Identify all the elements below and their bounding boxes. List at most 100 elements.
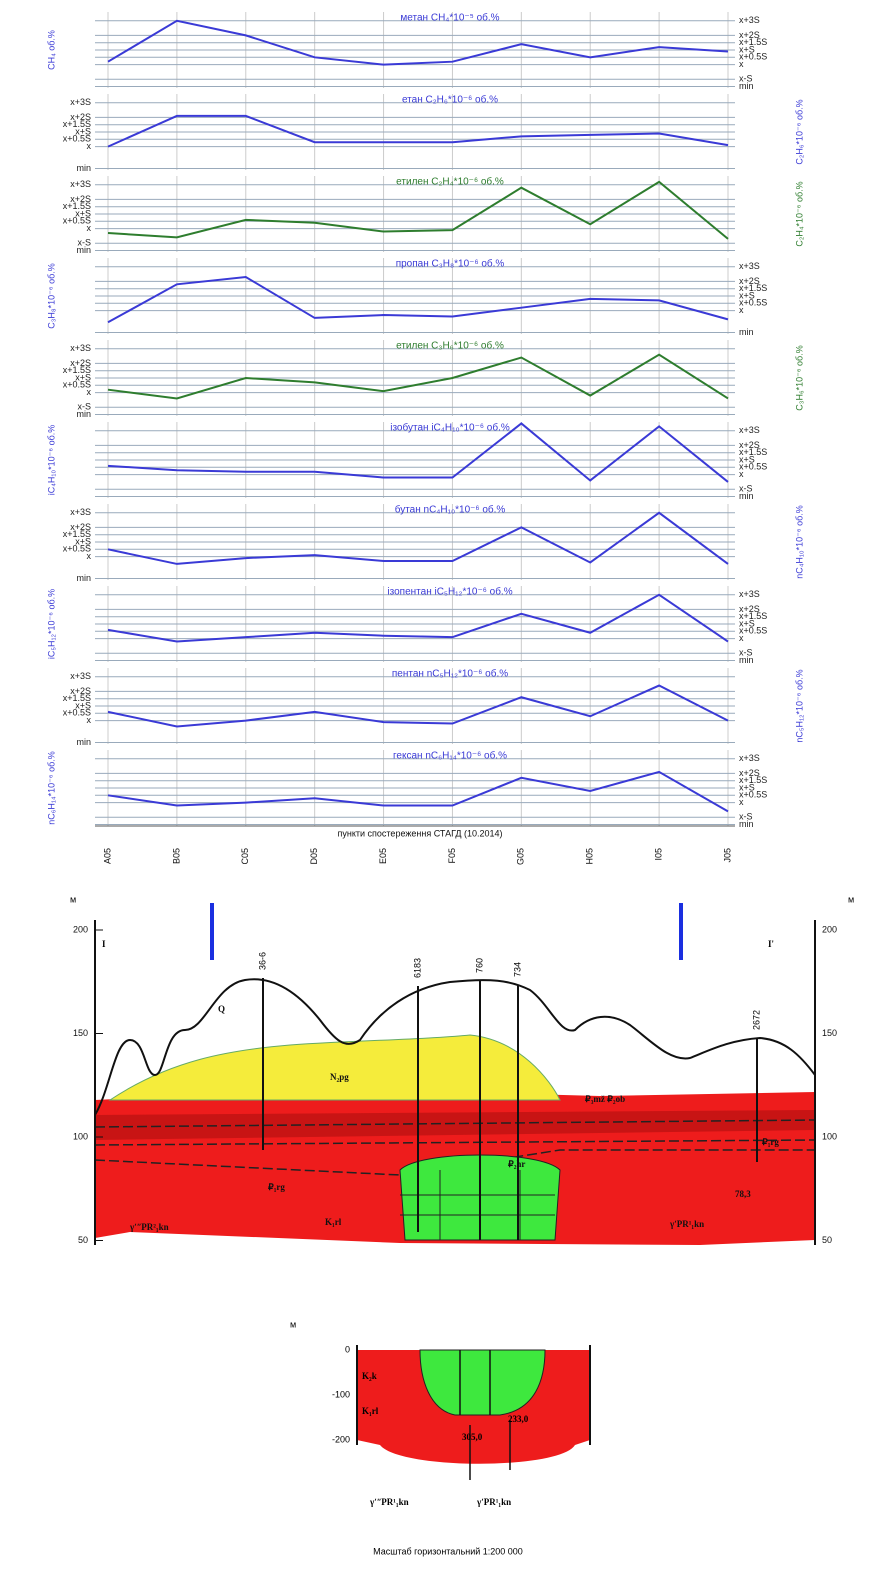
well-label: 734 [512, 962, 522, 977]
section-tick: 50 [822, 1235, 832, 1245]
borehole [262, 978, 758, 1240]
y-tick-label: x+3S [739, 15, 760, 25]
well-label: 36-6 [257, 952, 267, 970]
y-tick-label: x+S [739, 290, 755, 300]
y-tick-label: x+1.5S [63, 693, 91, 703]
y-axis-label: C₃H₆*10⁻⁶ об.% [794, 345, 804, 410]
trough-hatch [400, 1165, 555, 1240]
unit-label: 78,3 [735, 1189, 751, 1199]
unit-label: γʹʺPR²₁kn [129, 1222, 169, 1232]
y-tick-label: x+1.5S [739, 611, 767, 621]
section-end: I' [768, 939, 774, 949]
y-axis-label: nC₅H₁₂*10⁻⁶ об.% [794, 669, 804, 742]
y-tick-label: x+S [739, 782, 755, 792]
y-tick-label: x [739, 633, 744, 643]
inset-section [356, 1345, 591, 1480]
y-tick-label: x-S [739, 484, 753, 494]
x-tick-label: B05 [171, 848, 181, 864]
y-tick-label: x [87, 551, 92, 561]
panel-title: ізопентан iC₅H₁₂*10⁻⁶ об.% [387, 586, 512, 598]
x-tick-label: E05 [378, 848, 388, 864]
y-axis-label: iC₄H₁₀*10⁻⁶ об.% [46, 425, 56, 496]
y-tick-label: min [76, 737, 91, 747]
x-tick-label: A05 [102, 848, 112, 864]
y-tick-label: x+S [75, 208, 91, 218]
y-tick-label: x+3S [739, 425, 760, 435]
y-tick-label: x [739, 469, 744, 479]
y-tick-label: x [739, 305, 744, 315]
y-tick-label: x+1.5S [739, 37, 767, 47]
y-tick-label: x+2S [70, 194, 91, 204]
y-tick-label: x+0.5S [739, 52, 767, 62]
y-tick-label: x+0.5S [63, 380, 91, 390]
y-tick-label: x+0.5S [63, 544, 91, 554]
y-tick-label: x+2S [739, 604, 760, 614]
y-axis-label: C₃H₈*10⁻⁶ об.% [46, 263, 56, 329]
y-axis-label: C₂H₄*10⁻⁶ об.% [794, 181, 804, 246]
panel-title: етан C₂H₆*10⁻⁶ об.% [402, 94, 498, 106]
section-tick: 200 [73, 924, 88, 934]
y-tick-label: x+1.5S [63, 529, 91, 539]
y-tick-label: x+S [75, 126, 91, 136]
y-tick-label: min [76, 409, 91, 419]
panel-title: бутан nC₄H₁₀*10⁻⁶ об.% [395, 504, 506, 516]
y-tick-label: x+2S [739, 276, 760, 286]
y-tick-label: x [739, 59, 744, 69]
panel-title: ізобутан iC₄H₁₀*10⁻⁶ об.% [390, 422, 510, 434]
y-tick-label: x+S [75, 372, 91, 382]
panel-title: гексан nC₆H₁₄*10⁻⁶ об.% [393, 750, 507, 762]
unit-label: ₽₁rg [268, 1182, 285, 1192]
y-tick-label: x+S [739, 618, 755, 628]
y-tick-label: x+1.5S [63, 119, 91, 129]
cross-section [94, 903, 816, 1245]
y-tick-label: min [76, 245, 91, 255]
y-tick-label: x+3S [739, 261, 760, 271]
y-tick-label: x+1.5S [739, 775, 767, 785]
y-tick-label: x+3S [70, 507, 91, 517]
section-tick: 100 [822, 1131, 837, 1141]
data-line [107, 684, 729, 728]
unit-label: м [70, 894, 76, 904]
y-tick-label: x [87, 141, 92, 151]
data-line [107, 770, 729, 813]
y-tick-label: x+2S [739, 30, 760, 40]
unit-label: Q [218, 1004, 225, 1014]
y-tick-label: x+2S [70, 522, 91, 532]
y-tick-label: x+0.5S [739, 462, 767, 472]
unit-label: м [290, 1319, 296, 1329]
section-end: I [102, 939, 106, 949]
inset-label: 233,0 [508, 1414, 529, 1424]
y-tick-label: x+S [75, 700, 91, 710]
panel-title: метан CH₄*10⁻⁵ об.% [400, 12, 499, 24]
inset-bottom-label: γʹʺPR¹₁kn [369, 1497, 409, 1507]
y-tick-label: min [739, 327, 754, 337]
y-tick-label: min [739, 81, 754, 91]
inset-label: K₁rl [362, 1406, 379, 1416]
data-line [107, 114, 729, 148]
data-line [107, 511, 729, 565]
section-tick: 150 [73, 1028, 88, 1038]
y-tick-label: min [76, 163, 91, 173]
y-axis-label: C₂H₆*10⁻⁶ об.% [794, 99, 804, 164]
y-tick-label: x-S [739, 812, 753, 822]
y-axis-label: iC₅H₁₂*10⁻⁶ об.% [46, 589, 56, 659]
inset-tick: -200 [332, 1434, 350, 1444]
y-tick-label: x+2S [70, 358, 91, 368]
y-tick-label: x+3S [739, 753, 760, 763]
y-tick-label: x+1.5S [739, 447, 767, 457]
data-line [107, 19, 729, 66]
well-label: 2672 [751, 1010, 761, 1030]
y-tick-label: x+0.5S [63, 134, 91, 144]
y-tick-label: x+1.5S [63, 201, 91, 211]
y-tick-label: x+2S [70, 112, 91, 122]
x-tick-label: F05 [447, 848, 457, 864]
y-tick-label: x-S [78, 402, 92, 412]
section-tick: 200 [822, 924, 837, 934]
y-axis-label: nC₆H₁₄*10⁻⁶ об.% [46, 751, 56, 824]
y-tick-label: x [739, 797, 744, 807]
unit-label: γʹPR¹₁kn [669, 1219, 704, 1229]
panel-title: пентан nC₅H₁₂*10⁻⁶ об.% [392, 668, 508, 680]
y-tick-label: x-S [78, 238, 92, 248]
y-tick-label: x+0.5S [63, 708, 91, 718]
inset-borehole [459, 1350, 511, 1480]
